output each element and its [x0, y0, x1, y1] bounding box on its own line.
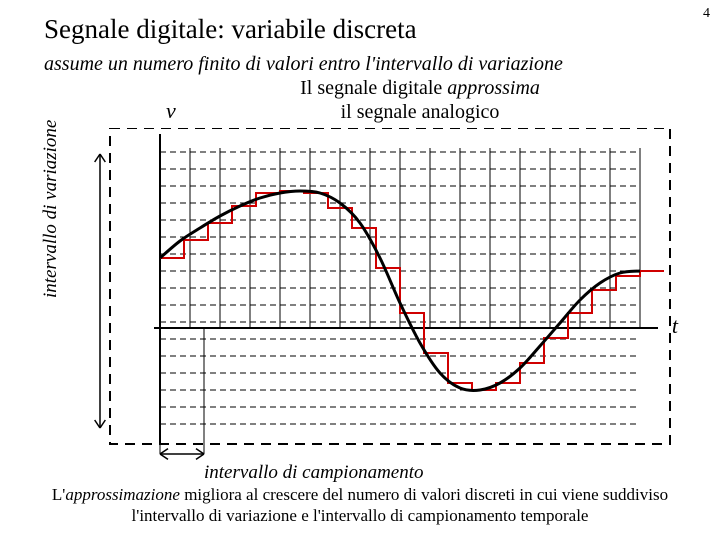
desc-line1-em: approssima	[447, 77, 540, 99]
footnote-em: approssimazione	[65, 485, 180, 504]
y-range-label: intervallo di variazione	[40, 120, 62, 298]
description: Il segnale digitale approssima il segnal…	[0, 76, 720, 124]
footnote-pre: L'	[52, 485, 65, 504]
page-title: Segnale digitale: variabile discreta	[0, 0, 720, 49]
figure: v t intervallo di variazione intervallo …	[44, 128, 676, 478]
footnote: L'approssimazione migliora al crescere d…	[0, 478, 720, 527]
v-axis-label: v	[166, 98, 176, 124]
subtitle: assume un numero finito di valori entro …	[0, 49, 720, 76]
desc-line2: il segnale analogico	[341, 101, 500, 123]
signal-chart	[80, 128, 680, 468]
page-number: 4	[703, 6, 710, 22]
desc-line1-pre: Il segnale digitale	[300, 77, 447, 99]
footnote-rest: migliora al crescere del numero di valor…	[132, 485, 669, 525]
